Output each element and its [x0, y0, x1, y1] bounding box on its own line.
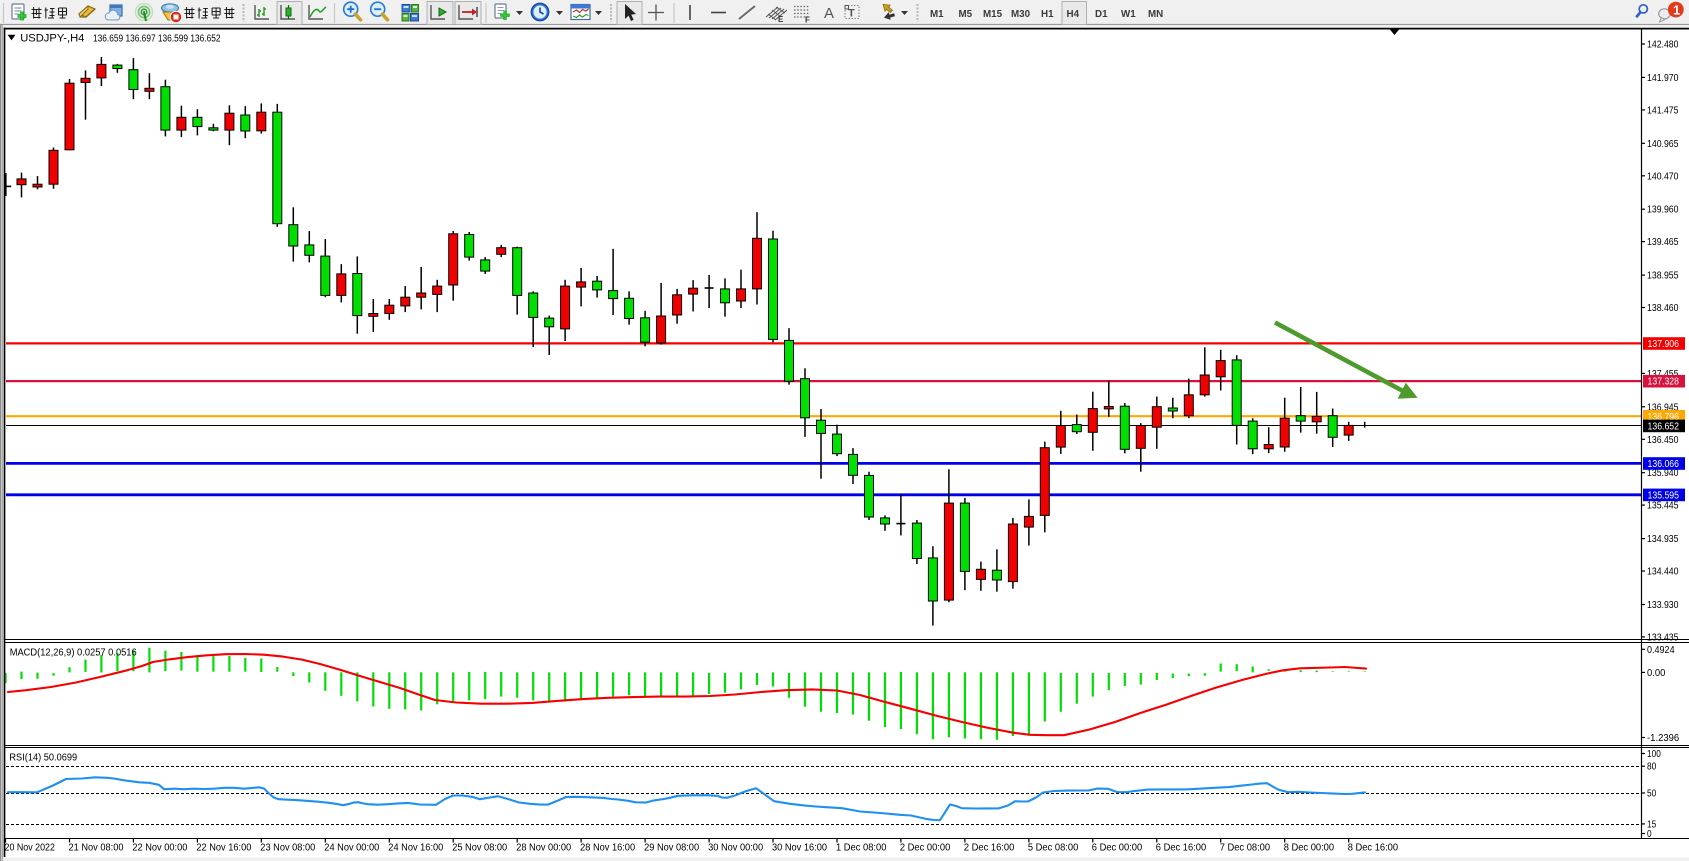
svg-text:136.796: 136.796	[1648, 412, 1680, 423]
svg-text:E: E	[778, 15, 784, 24]
svg-text:H1: H1	[1041, 9, 1054, 20]
svg-text:A: A	[824, 5, 834, 22]
svg-text:T: T	[848, 8, 855, 20]
svg-text:H4: H4	[1067, 9, 1080, 20]
svg-text:136.066: 136.066	[1648, 459, 1680, 470]
svg-text:M15: M15	[983, 9, 1003, 20]
svg-text:RSI(14) 50.0699: RSI(14) 50.0699	[9, 753, 77, 764]
svg-text:F: F	[805, 16, 810, 25]
svg-text:134.935: 134.935	[1647, 534, 1679, 545]
svg-text:0.4924: 0.4924	[1647, 645, 1675, 656]
svg-text:D1: D1	[1095, 9, 1108, 20]
svg-text:MN: MN	[1148, 9, 1163, 20]
svg-text:0: 0	[1647, 829, 1652, 840]
svg-text:140.470: 140.470	[1647, 171, 1679, 182]
svg-text:20 Nov 2022: 20 Nov 2022	[5, 843, 55, 854]
svg-text:24 Nov 16:00: 24 Nov 16:00	[388, 843, 444, 854]
svg-text:139.960: 139.960	[1647, 205, 1679, 216]
svg-text:8 Dec 00:00: 8 Dec 00:00	[1284, 843, 1335, 854]
svg-text:23 Nov 08:00: 23 Nov 08:00	[260, 843, 316, 854]
svg-text:137.328: 137.328	[1648, 377, 1680, 388]
svg-text:139.465: 139.465	[1647, 237, 1679, 248]
svg-text:7 Dec 08:00: 7 Dec 08:00	[1220, 843, 1271, 854]
svg-text:134.440: 134.440	[1647, 567, 1679, 578]
svg-text:137.455: 137.455	[1647, 369, 1679, 380]
svg-text:100: 100	[1647, 749, 1661, 760]
svg-text:141.475: 141.475	[1647, 105, 1679, 116]
svg-text:133.435: 133.435	[1647, 632, 1679, 643]
svg-text:136.659 136.697 136.599 136.65: 136.659 136.697 136.599 136.652	[93, 34, 221, 45]
svg-text:1 Dec 08:00: 1 Dec 08:00	[836, 843, 887, 854]
svg-text:25 Nov 08:00: 25 Nov 08:00	[452, 843, 508, 854]
svg-text:1: 1	[1673, 2, 1680, 17]
svg-text:138.460: 138.460	[1647, 303, 1679, 314]
svg-text:M1: M1	[930, 9, 944, 20]
svg-text:M30: M30	[1011, 9, 1031, 20]
svg-text:22 Nov 16:00: 22 Nov 16:00	[196, 843, 252, 854]
svg-text:2 Dec 00:00: 2 Dec 00:00	[900, 843, 951, 854]
svg-text:137.906: 137.906	[1648, 339, 1680, 350]
svg-text:142.480: 142.480	[1647, 40, 1679, 51]
svg-text:22 Nov 00:00: 22 Nov 00:00	[132, 843, 188, 854]
svg-text:5 Dec 08:00: 5 Dec 08:00	[1028, 843, 1079, 854]
svg-text:138.955: 138.955	[1647, 271, 1679, 282]
svg-text:133.930: 133.930	[1647, 600, 1679, 611]
svg-text:136.652: 136.652	[1648, 421, 1680, 432]
svg-text:15: 15	[1647, 819, 1657, 830]
svg-text:140.965: 140.965	[1647, 139, 1679, 150]
svg-text:USDJPY-,H4: USDJPY-,H4	[20, 33, 84, 45]
svg-text:28 Nov 16:00: 28 Nov 16:00	[580, 843, 636, 854]
svg-text:MACD(12,26,9) 0.0257 0.0516: MACD(12,26,9) 0.0257 0.0516	[10, 648, 138, 659]
svg-text:135.940: 135.940	[1647, 468, 1679, 479]
svg-text:136.945: 136.945	[1647, 402, 1679, 413]
svg-text:135.595: 135.595	[1648, 490, 1680, 501]
svg-text:28 Nov 00:00: 28 Nov 00:00	[516, 843, 572, 854]
svg-text:136.450: 136.450	[1647, 435, 1679, 446]
svg-text:6 Dec 16:00: 6 Dec 16:00	[1156, 843, 1207, 854]
svg-text:141.970: 141.970	[1647, 73, 1679, 84]
svg-text:M5: M5	[959, 9, 973, 20]
svg-text:6 Dec 00:00: 6 Dec 00:00	[1092, 843, 1143, 854]
svg-text:135.445: 135.445	[1647, 501, 1679, 512]
svg-text:50: 50	[1647, 789, 1657, 800]
svg-text:W1: W1	[1121, 9, 1136, 20]
svg-text:2 Dec 16:00: 2 Dec 16:00	[964, 843, 1015, 854]
svg-text:30 Nov 00:00: 30 Nov 00:00	[708, 843, 764, 854]
svg-text:0.00: 0.00	[1647, 668, 1666, 679]
svg-text:8 Dec 16:00: 8 Dec 16:00	[1348, 843, 1399, 854]
svg-text:21 Nov 08:00: 21 Nov 08:00	[69, 843, 125, 854]
svg-text:24 Nov 00:00: 24 Nov 00:00	[324, 843, 380, 854]
svg-text:30 Nov 16:00: 30 Nov 16:00	[772, 843, 828, 854]
svg-text:80: 80	[1647, 762, 1657, 773]
svg-text:29 Nov 08:00: 29 Nov 08:00	[644, 843, 700, 854]
svg-text:-1.2396: -1.2396	[1647, 733, 1680, 744]
